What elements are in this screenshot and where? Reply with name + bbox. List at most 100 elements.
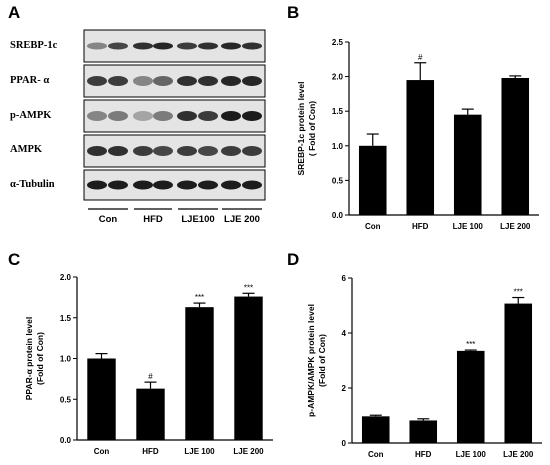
blot-band bbox=[153, 42, 173, 50]
y-tick-label: 2 bbox=[342, 384, 347, 393]
category-label: Con bbox=[94, 447, 110, 456]
blot-label-ppar-alpha: PPAR- α bbox=[10, 75, 49, 86]
y-tick-label: 4 bbox=[342, 329, 347, 338]
y-axis-label: (Fold of Con) bbox=[317, 334, 327, 387]
significance-marker: # bbox=[148, 372, 153, 381]
y-tick-label: 0.5 bbox=[332, 176, 344, 185]
significance-marker: *** bbox=[244, 283, 253, 292]
category-label: Con bbox=[365, 222, 381, 231]
bar bbox=[185, 307, 214, 440]
group-label-lje200: LJE 200 bbox=[224, 214, 260, 225]
blot-band bbox=[177, 42, 197, 50]
bar bbox=[358, 145, 387, 215]
blot-band bbox=[221, 111, 241, 121]
blot-band bbox=[87, 146, 107, 156]
y-axis-label: (Fold of Con) bbox=[35, 332, 45, 385]
blot-band bbox=[108, 146, 128, 156]
category-label: LJE 200 bbox=[233, 447, 264, 456]
blot-band bbox=[108, 42, 128, 50]
bar bbox=[453, 114, 482, 215]
blot-band bbox=[242, 76, 262, 86]
bar bbox=[136, 388, 165, 440]
y-tick-label: 1.0 bbox=[332, 142, 344, 151]
y-tick-label: 1.0 bbox=[60, 355, 72, 364]
blot-band bbox=[87, 180, 107, 190]
blot-bands bbox=[87, 42, 262, 190]
panel-letter-b: B bbox=[287, 3, 299, 22]
group-label-hfd: HFD bbox=[143, 214, 163, 225]
y-tick-label: 6 bbox=[342, 274, 347, 283]
blot-band bbox=[87, 76, 107, 86]
y-tick-label: 0.0 bbox=[60, 436, 72, 445]
blot-band bbox=[108, 111, 128, 121]
blot-label-tubulin: α-Tubulin bbox=[10, 179, 55, 190]
panel-letter-c: C bbox=[8, 250, 20, 269]
blot-band bbox=[108, 180, 128, 190]
y-axis-label: ( Fold of Con) bbox=[307, 101, 317, 156]
significance-marker: *** bbox=[466, 340, 475, 349]
blot-band bbox=[177, 76, 197, 86]
category-label: LJE 100 bbox=[184, 447, 215, 456]
bar bbox=[406, 80, 435, 215]
blot-label-ampk: AMPK bbox=[10, 144, 43, 155]
bar bbox=[87, 358, 116, 440]
blot-band bbox=[153, 76, 173, 86]
blot-band bbox=[177, 180, 197, 190]
significance-marker: *** bbox=[195, 293, 204, 302]
blot-label-p-ampk: p-AMPK bbox=[10, 110, 52, 121]
y-tick-label: 1.5 bbox=[332, 107, 344, 116]
bar bbox=[501, 77, 530, 215]
y-tick-label: 0.5 bbox=[60, 395, 72, 404]
blot-band bbox=[133, 111, 153, 121]
blot-label-srebp1c: SREBP-1c bbox=[10, 40, 58, 51]
y-tick-label: 2.0 bbox=[332, 73, 344, 82]
chart-b-srebp1c: 0.0 0.5 1.0 1.5 2.0 2.5 Con # HFD LJE 100 LJE 200 S… bbox=[296, 38, 539, 231]
blot-band bbox=[87, 42, 107, 50]
y-tick-label: 0.0 bbox=[332, 211, 344, 220]
category-label: LJE 200 bbox=[500, 222, 531, 231]
y-axis-label: SREBP-1c protein level bbox=[296, 81, 306, 175]
blot-band bbox=[198, 111, 218, 121]
bar bbox=[234, 296, 263, 440]
bar bbox=[409, 420, 438, 443]
group-label-con: Con bbox=[99, 214, 118, 225]
blot-band bbox=[198, 146, 218, 156]
blot-band bbox=[153, 146, 173, 156]
western-blot-panel: SREBP-1c PPAR- α p-AMPK AMPK α-Tubulin C… bbox=[10, 29, 266, 225]
blot-band bbox=[221, 180, 241, 190]
category-label: LJE 100 bbox=[456, 450, 487, 459]
chart-c-ppar-alpha: 0.0 0.5 1.0 1.5 2.0 Con # HFD *** LJE 100 *** LJE 2… bbox=[24, 273, 273, 456]
blot-band bbox=[242, 111, 262, 121]
blot-band bbox=[108, 76, 128, 86]
y-tick-label: 0 bbox=[342, 439, 347, 448]
bar bbox=[361, 416, 390, 443]
blot-band bbox=[177, 146, 197, 156]
category-label: LJE 100 bbox=[453, 222, 484, 231]
panel-letter-a: A bbox=[8, 3, 20, 22]
category-label: HFD bbox=[412, 222, 429, 231]
category-label: Con bbox=[368, 450, 384, 459]
y-tick-label: 2.5 bbox=[332, 38, 344, 47]
blot-band bbox=[153, 111, 173, 121]
chart-d-p-ampk: 0 2 4 6 Con HFD *** LJE 100 *** LJE 200 p-AMPK/AMP… bbox=[306, 274, 542, 459]
blot-band bbox=[133, 180, 153, 190]
blot-band bbox=[133, 146, 153, 156]
blot-band bbox=[133, 76, 153, 86]
category-label: HFD bbox=[142, 447, 159, 456]
category-label: LJE 200 bbox=[503, 450, 534, 459]
significance-marker: *** bbox=[514, 288, 523, 297]
category-label: HFD bbox=[415, 450, 432, 459]
y-tick-label: 2.0 bbox=[60, 273, 72, 282]
blot-band bbox=[242, 146, 262, 156]
blot-band bbox=[198, 76, 218, 86]
blot-band bbox=[221, 42, 241, 50]
blot-band bbox=[221, 146, 241, 156]
y-tick-label: 1.5 bbox=[60, 314, 72, 323]
blot-band bbox=[153, 180, 173, 190]
panel-letter-d: D bbox=[287, 250, 299, 269]
blot-band bbox=[177, 111, 197, 121]
bar bbox=[504, 303, 533, 443]
blot-band bbox=[87, 111, 107, 121]
significance-marker: # bbox=[418, 53, 423, 62]
